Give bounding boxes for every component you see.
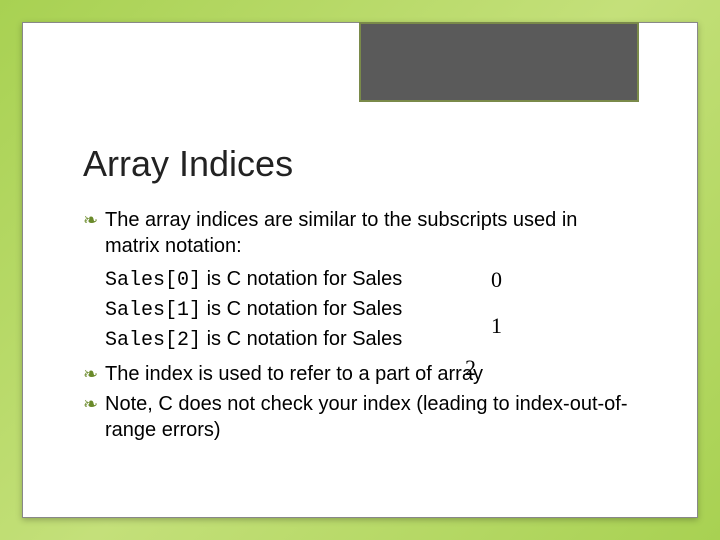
slide-title: Array Indices: [83, 143, 637, 185]
code-text: Sales[2]: [105, 329, 201, 352]
bullet-item: ❧ Note, C does not check your index (lea…: [83, 391, 637, 443]
floating-subscript: 0: [491, 267, 502, 293]
bullet-item: ❧ The index is used to refer to a part o…: [83, 361, 637, 387]
notation-rest: is C notation for Sales: [201, 298, 402, 320]
bullet-text: The array indices are similar to the sub…: [105, 207, 637, 259]
bullet-icon: ❧: [83, 207, 105, 233]
notation-block: Sales[0] is C notation for Sales Sales[1…: [105, 265, 637, 355]
floating-subscript: 1: [491, 313, 502, 339]
slide-frame: Array Indices ❧ The array indices are si…: [22, 22, 698, 518]
notation-line: Sales[1] is C notation for Sales: [105, 295, 637, 325]
notation-line: Sales[2] is C notation for Sales: [105, 325, 637, 355]
notation-rest: is C notation for Sales: [201, 328, 402, 350]
bullet-icon: ❧: [83, 361, 105, 387]
notation-rest: is C notation for Sales: [201, 268, 402, 290]
notation-line: Sales[0] is C notation for Sales: [105, 265, 637, 295]
bullet-text: Note, C does not check your index (leadi…: [105, 391, 637, 443]
header-decoration-box: [359, 22, 639, 102]
bullet-icon: ❧: [83, 391, 105, 417]
code-text: Sales[1]: [105, 299, 201, 322]
bullet-item: ❧ The array indices are similar to the s…: [83, 207, 637, 259]
slide-content: Array Indices ❧ The array indices are si…: [83, 143, 637, 447]
code-text: Sales[0]: [105, 269, 201, 292]
bullet-text: The index is used to refer to a part of …: [105, 361, 483, 387]
